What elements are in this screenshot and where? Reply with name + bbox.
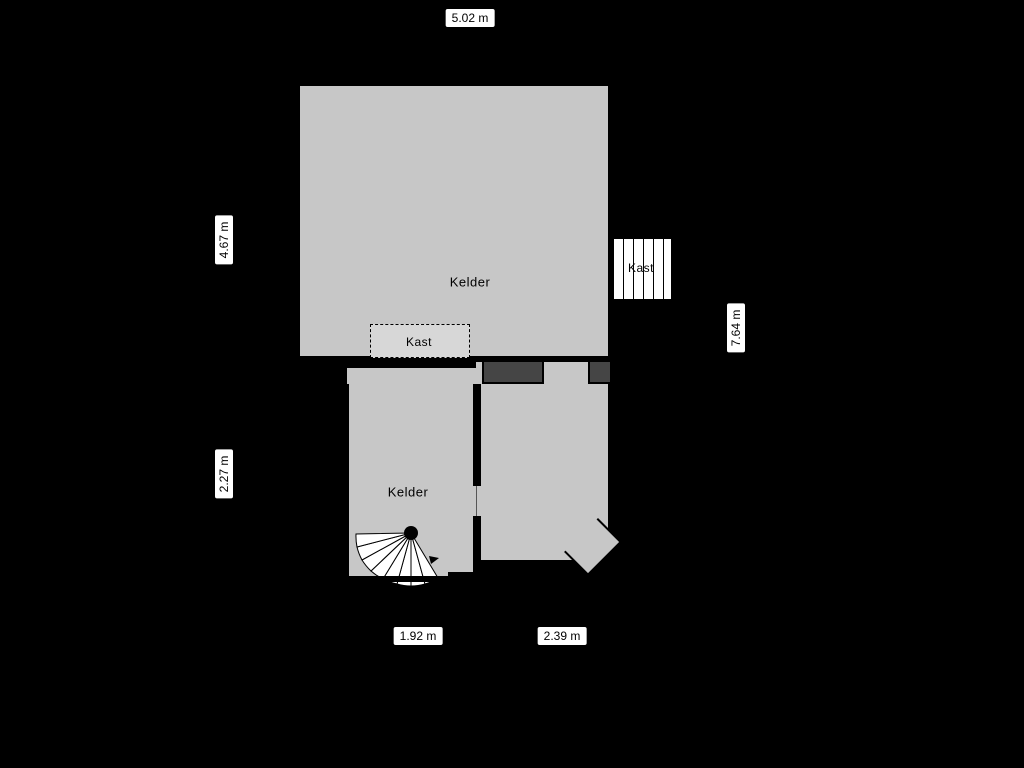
dim-right: 7.64 m <box>727 304 745 353</box>
dark-block-2 <box>590 362 610 382</box>
dim-left-lower: 2.27 m <box>215 450 233 499</box>
label-kelder-small: Kelder <box>388 485 429 500</box>
room-kelder-main <box>300 86 608 358</box>
label-kast-side: Kast <box>628 261 654 275</box>
label-kelder-main: Kelder <box>450 275 491 290</box>
dim-left-upper: 4.67 m <box>215 216 233 265</box>
wall-left-lower <box>343 384 349 582</box>
dim-bottom-right: 2.39 m <box>538 627 587 645</box>
dark-block-1 <box>484 362 542 382</box>
dim-top: 5.02 m <box>446 9 495 27</box>
label-kast-dashed: Kast <box>406 335 432 349</box>
stair-center-dot <box>404 526 418 540</box>
wall-entry-left <box>448 572 482 582</box>
dim-bottom-left: 1.92 m <box>394 627 443 645</box>
wall-bottom-small <box>343 576 451 582</box>
floorplan-canvas: Kelder Kelder Kast Kast 5.02 m 7.64 m 4.… <box>0 0 1024 768</box>
